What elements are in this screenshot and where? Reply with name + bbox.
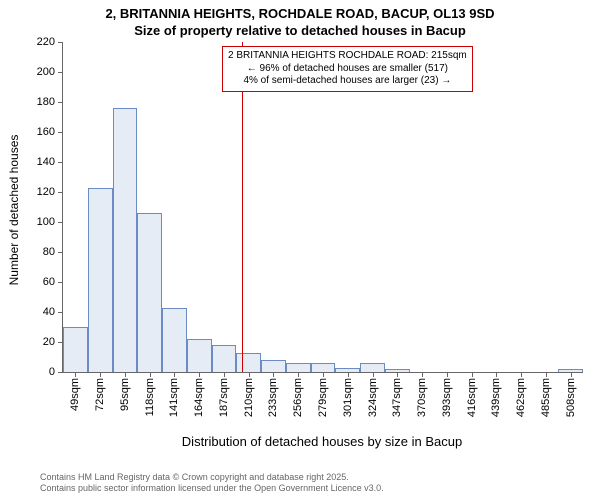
reference-line: [242, 42, 244, 372]
y-axis-label: Number of detached houses: [7, 135, 21, 286]
x-tick-label: 118sqm: [144, 378, 156, 416]
x-tick: [373, 372, 374, 377]
y-tick: [58, 192, 63, 193]
y-tick-label: 220: [37, 36, 55, 48]
x-tick: [348, 372, 349, 377]
y-tick-label: 20: [43, 336, 55, 348]
x-tick: [249, 372, 250, 377]
x-tick-label: 347sqm: [391, 378, 403, 417]
y-tick-label: 120: [37, 186, 55, 198]
x-tick-label: 508sqm: [565, 378, 577, 417]
x-tick: [472, 372, 473, 377]
histogram-bar: [236, 353, 261, 373]
x-tick-label: 187sqm: [218, 378, 230, 417]
x-tick: [174, 372, 175, 377]
histogram-bar: [162, 308, 187, 373]
x-tick: [150, 372, 151, 377]
title-line-2: Size of property relative to detached ho…: [0, 23, 600, 40]
x-tick-label: 462sqm: [515, 378, 527, 417]
x-tick: [224, 372, 225, 377]
y-tick-label: 200: [37, 66, 55, 78]
x-tick-label: 439sqm: [490, 378, 502, 417]
x-tick: [323, 372, 324, 377]
x-tick-label: 324sqm: [367, 378, 379, 417]
histogram-bar: [88, 188, 113, 373]
y-tick-label: 0: [49, 366, 55, 378]
footer-line-2: Contains public sector information licen…: [40, 483, 384, 494]
x-tick: [521, 372, 522, 377]
x-tick-label: 370sqm: [416, 378, 428, 417]
x-tick: [273, 372, 274, 377]
y-tick: [58, 252, 63, 253]
x-tick-label: 279sqm: [317, 378, 329, 417]
y-tick-label: 160: [37, 126, 55, 138]
y-tick-label: 140: [37, 156, 55, 168]
x-tick-label: 233sqm: [267, 378, 279, 417]
y-tick-label: 40: [43, 306, 55, 318]
x-tick: [100, 372, 101, 377]
y-tick-label: 80: [43, 246, 55, 258]
histogram-bar: [137, 213, 162, 372]
histogram-bar: [187, 339, 212, 372]
chart-container: 2, BRITANNIA HEIGHTS, ROCHDALE ROAD, BAC…: [0, 0, 600, 500]
title-line-1: 2, BRITANNIA HEIGHTS, ROCHDALE ROAD, BAC…: [0, 6, 600, 23]
x-tick-label: 301sqm: [342, 378, 354, 417]
annotation-line: 4% of semi-detached houses are larger (2…: [228, 75, 467, 88]
histogram-bar: [360, 363, 385, 372]
histogram-bar: [63, 327, 88, 372]
x-tick: [298, 372, 299, 377]
y-tick: [58, 222, 63, 223]
x-tick: [75, 372, 76, 377]
y-tick: [58, 162, 63, 163]
x-tick-label: 416sqm: [466, 378, 478, 417]
x-axis-label: Distribution of detached houses by size …: [62, 434, 582, 449]
plot-area: 02040608010012014016018020022049sqm72sqm…: [62, 42, 583, 373]
x-tick: [199, 372, 200, 377]
histogram-bar: [311, 363, 336, 372]
y-tick: [58, 372, 63, 373]
annotation-line: 2 BRITANNIA HEIGHTS ROCHDALE ROAD: 215sq…: [228, 50, 467, 63]
x-tick-label: 141sqm: [168, 378, 180, 417]
histogram-bar: [261, 360, 286, 372]
x-tick: [571, 372, 572, 377]
y-tick-label: 180: [37, 96, 55, 108]
x-tick: [496, 372, 497, 377]
y-tick: [58, 132, 63, 133]
x-tick-label: 49sqm: [69, 378, 81, 411]
x-tick-label: 95sqm: [119, 378, 131, 411]
x-tick: [546, 372, 547, 377]
y-tick: [58, 312, 63, 313]
x-tick-label: 256sqm: [292, 378, 304, 417]
y-tick-label: 100: [37, 216, 55, 228]
y-tick: [58, 102, 63, 103]
x-tick-label: 164sqm: [193, 378, 205, 417]
x-tick: [422, 372, 423, 377]
x-tick-label: 393sqm: [441, 378, 453, 417]
footer-attribution: Contains HM Land Registry data © Crown c…: [40, 472, 384, 495]
x-tick-label: 210sqm: [243, 378, 255, 417]
x-tick-label: 72sqm: [94, 378, 106, 411]
y-tick: [58, 282, 63, 283]
x-tick: [397, 372, 398, 377]
annotation-line: ← 96% of detached houses are smaller (51…: [228, 63, 467, 76]
histogram-bar: [286, 363, 311, 372]
annotation-box: 2 BRITANNIA HEIGHTS ROCHDALE ROAD: 215sq…: [222, 46, 473, 92]
x-tick: [125, 372, 126, 377]
y-tick-label: 60: [43, 276, 55, 288]
histogram-bar: [113, 108, 138, 372]
x-tick-label: 485sqm: [540, 378, 552, 417]
y-tick: [58, 42, 63, 43]
chart-title: 2, BRITANNIA HEIGHTS, ROCHDALE ROAD, BAC…: [0, 0, 600, 40]
y-tick: [58, 72, 63, 73]
histogram-bar: [212, 345, 237, 372]
x-tick: [447, 372, 448, 377]
footer-line-1: Contains HM Land Registry data © Crown c…: [40, 472, 384, 483]
